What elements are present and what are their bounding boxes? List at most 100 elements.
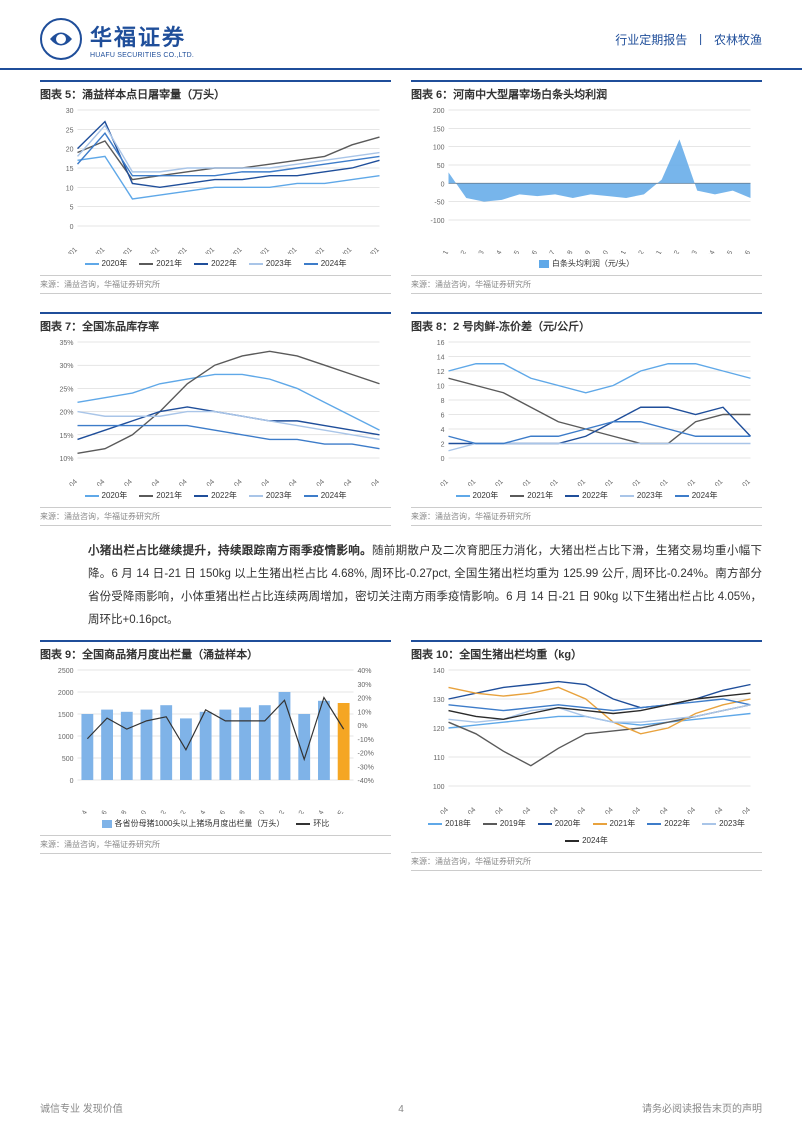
legend-swatch (139, 263, 153, 265)
legend-item: 2022年 (194, 258, 237, 269)
legend-swatch (249, 263, 263, 265)
chart-6-title: 图表 6：河南中大型屠宰场白条头均利润 (411, 80, 762, 104)
chart-8-title: 图表 8：2 号肉鲜-冻价差（元/公斤） (411, 312, 762, 336)
legend-label: 2020年 (102, 258, 128, 269)
svg-text:100: 100 (433, 145, 445, 152)
svg-text:25: 25 (66, 127, 74, 134)
legend-item: 2022年 (194, 490, 237, 501)
chart-5: 图表 5：涌益样本点日屠宰量（万头） 05101520253001/0102/0… (40, 80, 391, 294)
legend-item: 2022年 (647, 818, 690, 829)
svg-text:120: 120 (433, 726, 445, 733)
svg-text:200: 200 (433, 108, 445, 115)
paragraph-lead: 小猪出栏占比继续提升，持续跟踪南方雨季疫情影响。 (88, 545, 372, 557)
legend-item: 2023年 (249, 490, 292, 501)
legend-item: 2020年 (456, 490, 499, 501)
chart-8: 图表 8：2 号肉鲜-冻价差（元/公斤） 024681012141601-010… (411, 312, 762, 526)
legend-label: 2023年 (266, 258, 292, 269)
legend-item: 2020年 (85, 490, 128, 501)
svg-text:-30%: -30% (358, 764, 374, 771)
chart-5-source: 来源：涌益咨询，华福证券研究所 (40, 275, 391, 294)
legend-swatch (538, 823, 552, 825)
legend-label: 2022年 (582, 490, 608, 501)
legend-swatch (647, 823, 661, 825)
header-meta: 行业定期报告 丨 农林牧渔 (615, 31, 762, 48)
svg-text:2: 2 (441, 442, 445, 449)
svg-text:06-04: 06-04 (199, 478, 217, 486)
legend-item: 各省份母猪1000头以上猪场月度出栏量（万头） (102, 818, 285, 829)
svg-text:130: 130 (433, 697, 445, 704)
svg-text:01-04: 01-04 (432, 806, 450, 814)
legend-swatch (510, 495, 524, 497)
chart-7-plot: 10%15%20%25%30%35%01-0402-0403-0404-0405… (40, 336, 391, 486)
svg-text:2023-08: 2023-08 (228, 809, 247, 814)
svg-text:50: 50 (437, 163, 445, 170)
svg-text:30: 30 (66, 108, 74, 115)
svg-text:11-01: 11-01 (707, 478, 724, 486)
svg-text:2023-12: 2023-12 (267, 809, 286, 814)
svg-text:2023-08: 2023-08 (556, 249, 575, 254)
svg-text:-50: -50 (434, 200, 444, 207)
svg-text:2023-11: 2023-11 (609, 249, 628, 254)
svg-text:-100: -100 (430, 218, 444, 225)
page-header: 华福证券 HUAFU SECURITIES CO.,LTD. 行业定期报告 丨 … (0, 0, 802, 70)
legend-swatch (304, 263, 318, 265)
legend-swatch (296, 823, 310, 825)
svg-text:12-04: 12-04 (363, 478, 381, 486)
svg-text:05-04: 05-04 (542, 806, 560, 814)
svg-text:2023-06: 2023-06 (520, 249, 539, 254)
legend-item: 2021年 (139, 490, 182, 501)
svg-text:02-01: 02-01 (460, 478, 478, 486)
chart-6-source: 来源：涌益咨询，华福证券研究所 (411, 275, 762, 294)
svg-text:07-01: 07-01 (597, 478, 615, 486)
chart-10: 图表 10：全国生猪出栏均重（kg） 10011012013014001-040… (411, 640, 762, 871)
svg-text:2023-04: 2023-04 (188, 809, 207, 814)
legend-label: 2023年 (266, 490, 292, 501)
chart-7-legend: 2020年2021年2022年2023年2024年 (40, 486, 391, 505)
chart-6-plot: -100-500501001502002023-012023-022023-03… (411, 104, 762, 254)
svg-text:03-04: 03-04 (487, 806, 505, 814)
chart-9-plot: 05001000150020002500-40%-30%-20%-10%0%10… (40, 664, 391, 814)
legend-label: 2020年 (102, 490, 128, 501)
svg-text:02-04: 02-04 (460, 806, 478, 814)
legend-swatch (702, 823, 716, 825)
svg-text:15%: 15% (59, 433, 73, 440)
legend-swatch (139, 495, 153, 497)
svg-text:2023-05: 2023-05 (502, 249, 521, 254)
legend-swatch (483, 823, 497, 825)
svg-text:2024-01: 2024-01 (644, 249, 663, 254)
legend-item: 白条头均利润（元/头） (539, 258, 634, 269)
svg-text:110: 110 (433, 755, 444, 762)
legend-label: 2024年 (692, 490, 718, 501)
legend-item: 2023年 (249, 258, 292, 269)
svg-text:500: 500 (62, 756, 74, 763)
legend-label: 2022年 (664, 818, 690, 829)
svg-text:2022-06: 2022-06 (90, 809, 109, 814)
legend-item: 2023年 (620, 490, 663, 501)
svg-text:08-04: 08-04 (253, 478, 271, 486)
svg-text:10-04: 10-04 (679, 806, 697, 814)
svg-text:2024-02: 2024-02 (662, 249, 681, 254)
svg-text:2023-10: 2023-10 (248, 809, 267, 814)
svg-text:03-04: 03-04 (116, 478, 134, 486)
svg-text:2024-04: 2024-04 (698, 249, 717, 254)
svg-text:140: 140 (433, 668, 445, 675)
legend-label: 2024年 (321, 258, 347, 269)
svg-text:35%: 35% (59, 340, 73, 347)
legend-item: 2024年 (304, 258, 347, 269)
svg-text:2022-12: 2022-12 (149, 809, 168, 814)
svg-text:04-04: 04-04 (515, 806, 533, 814)
legend-swatch (565, 495, 579, 497)
body-paragraph: 小猪出栏占比继续提升，持续跟踪南方雨季疫情影响。随前期散户及二次育肥压力消化，大… (40, 532, 762, 640)
legend-swatch (249, 495, 263, 497)
report-type: 行业定期报告 (615, 33, 687, 47)
chart-6-legend: 白条头均利润（元/头） (411, 254, 762, 273)
legend-swatch (85, 263, 99, 265)
svg-text:0: 0 (70, 778, 74, 785)
chart-row-1: 图表 5：涌益样本点日屠宰量（万头） 05101520253001/0102/0… (40, 80, 762, 294)
svg-text:03-01: 03-01 (487, 478, 505, 486)
svg-text:2023-09: 2023-09 (573, 249, 592, 254)
svg-text:09-04: 09-04 (281, 478, 299, 486)
svg-text:1000: 1000 (58, 734, 74, 741)
logo-cn: 华福证券 (90, 20, 194, 52)
legend-item: 2018年 (428, 818, 471, 829)
